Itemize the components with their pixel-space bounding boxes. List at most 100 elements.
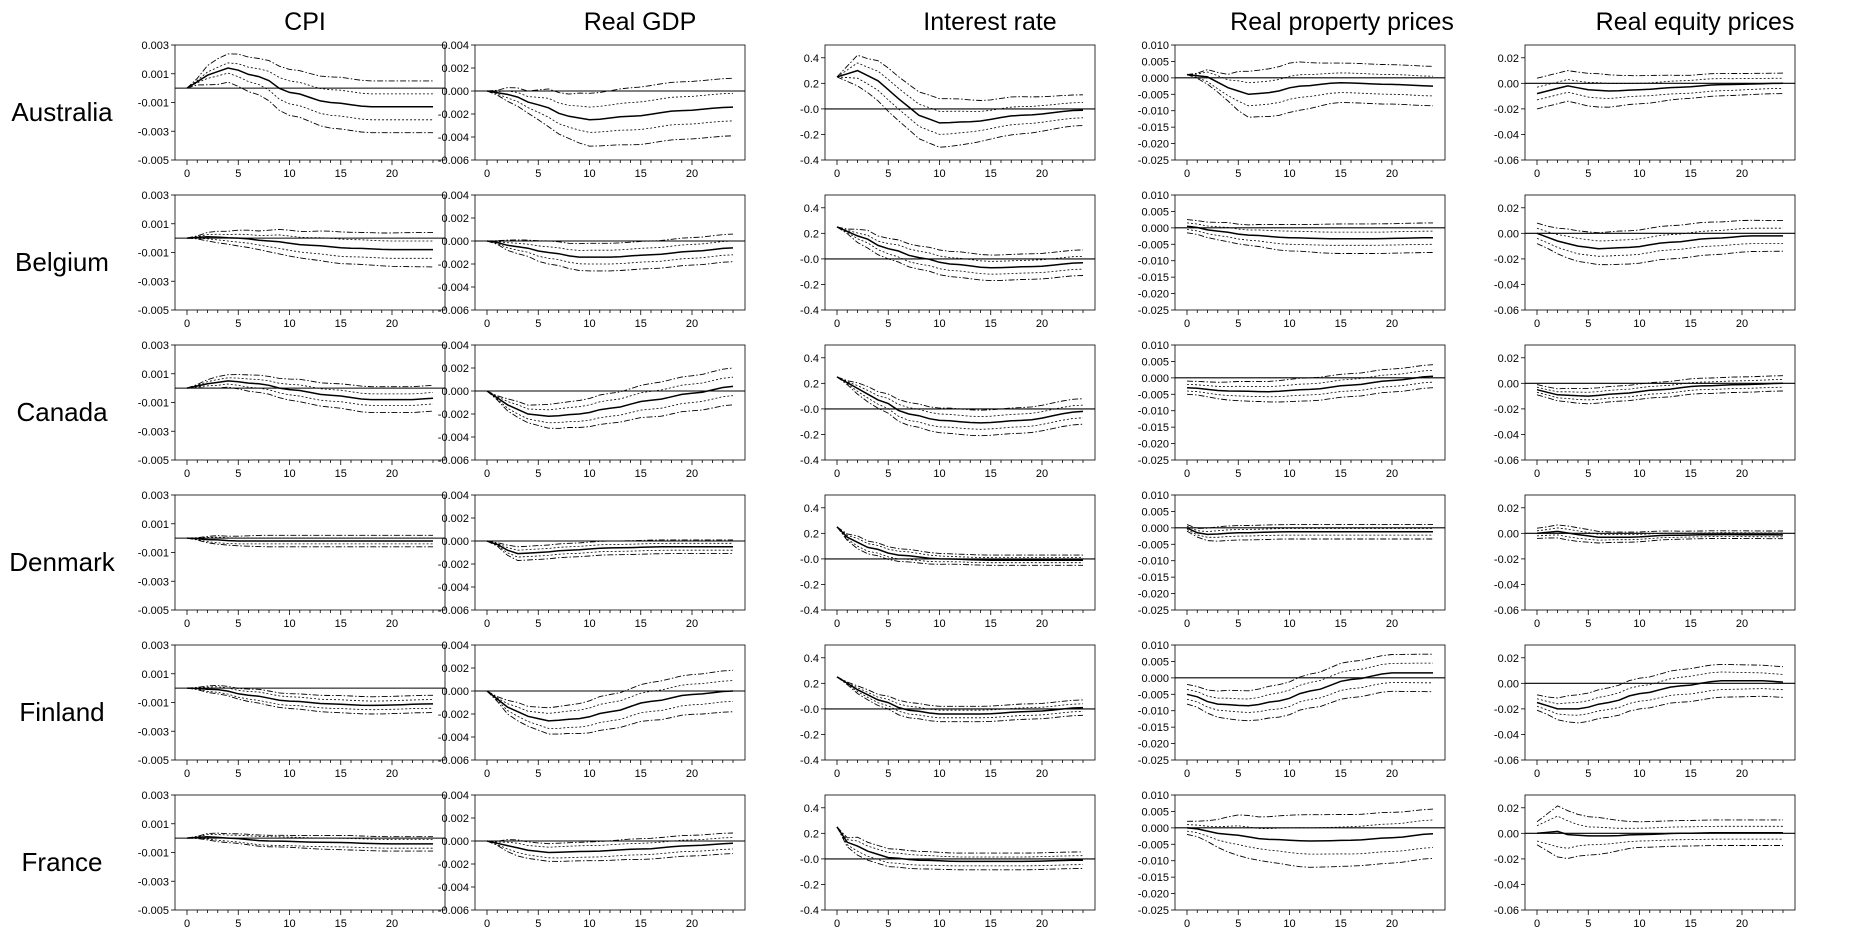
outer-band-lower [186, 687, 434, 715]
x-tick-label: 20 [386, 618, 398, 630]
x-tick-label: 5 [235, 618, 241, 630]
inner-band-lower [1186, 529, 1433, 538]
panel-frame [1174, 494, 1446, 611]
outer-band-upper [1536, 70, 1784, 79]
y-tick-label: 0.000 [441, 836, 469, 848]
y-tick-label: 0.010 [1141, 490, 1169, 502]
x-tick-label: 0 [834, 168, 840, 180]
y-tick-label: -0.0 [800, 704, 819, 716]
inner-band-lower [186, 383, 434, 406]
y-tick-label: 0.004 [441, 40, 469, 52]
outer-band-upper [486, 233, 734, 245]
outer-band-upper [1536, 663, 1784, 699]
y-tick-label: -0.2 [800, 129, 819, 141]
y-tick-label: -0.006 [438, 455, 469, 467]
x-tick-label: 0 [834, 468, 840, 480]
y-tick-label: 0.001 [141, 669, 169, 681]
y-tick-label: -0.2 [800, 729, 819, 741]
x-tick-label: 10 [1283, 618, 1295, 630]
inner-band-lower [186, 237, 433, 259]
x-tick-label: 15 [635, 318, 647, 330]
panel-denmark-cpi: 0.003 0.001 -0.001 -0.003 -0.005 0 5 10 15 20 [138, 490, 446, 630]
inner-band-lower [486, 840, 734, 859]
y-tick-label: 0.002 [441, 513, 469, 525]
outer-band-lower [486, 390, 734, 429]
y-tick-label: -0.015 [1138, 722, 1169, 734]
x-tick-label: 10 [933, 168, 945, 180]
x-tick-label: 10 [283, 768, 295, 780]
inner-band-lower [486, 390, 734, 424]
x-tick-label: 5 [885, 768, 891, 780]
x-tick-label: 10 [583, 468, 595, 480]
inner-band-lower [836, 76, 1084, 135]
x-tick-label: 20 [1736, 618, 1748, 630]
x-tick-label: 5 [535, 618, 541, 630]
y-tick-label: 0.2 [804, 78, 819, 90]
outer-band-lower [1186, 232, 1434, 254]
y-tick-label: -0.002 [438, 409, 469, 421]
y-tick-label: 0.02 [1498, 53, 1519, 65]
y-tick-label: 0.003 [141, 340, 169, 352]
x-tick-label: 10 [1633, 918, 1645, 930]
y-tick-label: -0.006 [438, 755, 469, 767]
y-tick-label: -0.020 [1138, 289, 1169, 301]
x-tick-label: 20 [386, 468, 398, 480]
y-tick-label: 0.010 [1141, 190, 1169, 202]
x-tick-label: 15 [985, 168, 997, 180]
y-tick-label: -0.003 [138, 726, 169, 738]
x-tick-label: 5 [1235, 468, 1241, 480]
y-tick-label: -0.010 [1138, 856, 1169, 868]
outer-band-upper [486, 367, 734, 406]
x-tick-label: 0 [484, 768, 490, 780]
y-tick-label: 0.003 [141, 640, 169, 652]
y-tick-label: -0.002 [438, 859, 469, 871]
panel-frame [824, 44, 1096, 161]
y-tick-label: -0.006 [438, 905, 469, 917]
y-tick-label: -0.004 [438, 132, 469, 144]
x-tick-label: 15 [985, 768, 997, 780]
x-tick-label: 20 [1736, 468, 1748, 480]
y-tick-label: 0.000 [1141, 523, 1169, 535]
outer-band-upper [1536, 805, 1783, 823]
x-tick-label: 5 [235, 768, 241, 780]
panel-frame [824, 794, 1096, 911]
y-tick-label: -0.4 [800, 305, 819, 317]
panel-canada-cpi: 0.003 0.001 -0.001 -0.003 -0.005 0 5 10 15 20 [138, 340, 446, 480]
panel-australia-real-gdp: 0.004 0.002 0.000 -0.002 -0.004 -0.006 0 5 10 15 2… [438, 40, 746, 180]
x-tick-label: 0 [484, 918, 490, 930]
median-line [1186, 225, 1434, 240]
median-line [486, 240, 734, 258]
y-tick-label: 0.000 [441, 86, 469, 98]
y-tick-label: -0.005 [138, 755, 169, 767]
outer-band-lower [836, 826, 1084, 871]
outer-band-lower [836, 676, 1084, 723]
x-tick-label: 15 [1335, 318, 1347, 330]
inner-band-upper [1186, 662, 1433, 700]
y-tick-label: -0.005 [138, 905, 169, 917]
x-tick-label: 20 [1386, 168, 1398, 180]
outer-band-upper [186, 832, 433, 839]
x-tick-label: 0 [184, 618, 190, 630]
x-tick-label: 15 [1335, 168, 1347, 180]
y-tick-label: 0.000 [1141, 373, 1169, 385]
outer-band-upper [486, 669, 734, 709]
inner-band-lower [186, 837, 433, 849]
x-tick-label: 15 [335, 918, 347, 930]
median-line [1186, 375, 1434, 393]
inner-band-upper [187, 536, 433, 539]
panel-france-interest-rate: 0.4 0.2 -0.0 -0.2 -0.4 0 5 10 15 20 [800, 794, 1096, 930]
inner-band-upper [1186, 71, 1434, 84]
y-tick-label: -0.06 [1494, 905, 1519, 917]
outer-band-lower [1536, 695, 1784, 724]
x-tick-label: 20 [1736, 918, 1748, 930]
y-tick-label: 0.2 [804, 228, 819, 240]
y-tick-label: 0.010 [1141, 40, 1169, 52]
column-title-interest-rate: Interest rate [923, 8, 1056, 36]
y-tick-label: 0.000 [1141, 223, 1169, 235]
x-tick-label: 0 [1534, 168, 1540, 180]
x-tick-label: 10 [933, 768, 945, 780]
panel-finland-real-gdp: 0.004 0.002 0.000 -0.002 -0.004 -0.006 0 5 10 15 2… [438, 640, 746, 780]
y-tick-label: 0.002 [441, 663, 469, 675]
y-tick-label: -0.06 [1494, 605, 1519, 617]
y-tick-label: 0.00 [1498, 78, 1519, 90]
